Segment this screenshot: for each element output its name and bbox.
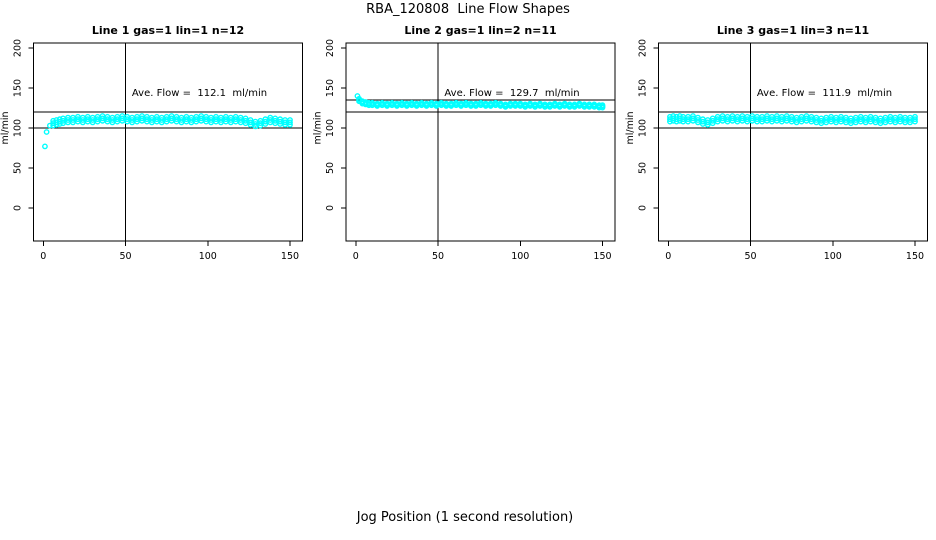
- data-point: [42, 143, 48, 150]
- data-point: [242, 115, 249, 122]
- x-tick-label: 50: [119, 251, 131, 262]
- x-axis-label: Jog Position (1 second resolution): [356, 510, 574, 525]
- data-point: [912, 113, 918, 120]
- y-tick-label: 100: [13, 119, 24, 137]
- x-tick-label: 100: [511, 251, 529, 262]
- panel-title: Line 3 gas=1 lin=3 n=11: [717, 24, 869, 37]
- x-tick-label: 150: [281, 251, 299, 262]
- x-tick-label: 150: [906, 251, 924, 262]
- y-tick-label: 0: [638, 205, 649, 211]
- x-tick-label: 100: [199, 251, 217, 262]
- data-point: [599, 102, 606, 109]
- x-tick-label: 0: [353, 251, 359, 262]
- y-tick-label: 100: [325, 119, 336, 137]
- x-tick-label: 50: [432, 251, 444, 262]
- y-tick-label: 150: [325, 79, 336, 97]
- y-tick-label: 200: [325, 39, 336, 57]
- y-axis-unit-label: ml/min: [0, 111, 11, 144]
- y-axis-unit-label: ml/min: [313, 111, 324, 144]
- data-point: [690, 113, 696, 119]
- x-tick-label: 0: [665, 251, 671, 262]
- x-tick-label: 150: [593, 251, 611, 262]
- y-tick-label: 150: [13, 79, 24, 97]
- y-axis-unit-label: ml/min: [625, 111, 636, 144]
- y-tick-label: 0: [325, 205, 336, 211]
- data-point: [43, 129, 50, 135]
- panel-title: Line 1 gas=1 lin=1 n=12: [92, 24, 244, 37]
- plot-box: [658, 42, 928, 242]
- y-tick-label: 0: [13, 205, 24, 211]
- y-tick-label: 150: [638, 79, 649, 97]
- data-point: [695, 114, 701, 121]
- y-tick-label: 50: [325, 162, 336, 174]
- y-tick-label: 50: [638, 162, 649, 174]
- ave-flow-annotation: Ave. Flow = 112.1 ml/min: [132, 88, 267, 99]
- x-tick-label: 100: [824, 251, 842, 262]
- panel-title: Line 2 gas=1 lin=2 n=11: [404, 24, 556, 37]
- y-tick-label: 50: [13, 162, 24, 174]
- data-point: [912, 116, 918, 123]
- data-point: [676, 113, 683, 119]
- main-title: RBA_120808 Line Flow Shapes: [366, 2, 570, 17]
- x-tick-label: 0: [40, 251, 46, 262]
- x-tick-label: 50: [744, 251, 756, 262]
- ave-flow-annotation: Ave. Flow = 129.7 ml/min: [444, 88, 579, 99]
- data-point: [287, 117, 293, 123]
- plot-box: [33, 42, 303, 242]
- y-tick-label: 100: [638, 119, 649, 137]
- data-point: [670, 113, 677, 119]
- ave-flow-annotation: Ave. Flow = 111.9 ml/min: [757, 88, 892, 99]
- data-point: [287, 119, 293, 126]
- plot-box: [345, 42, 616, 242]
- data-point: [247, 117, 254, 123]
- y-tick-label: 200: [638, 39, 649, 57]
- y-tick-label: 200: [13, 39, 24, 57]
